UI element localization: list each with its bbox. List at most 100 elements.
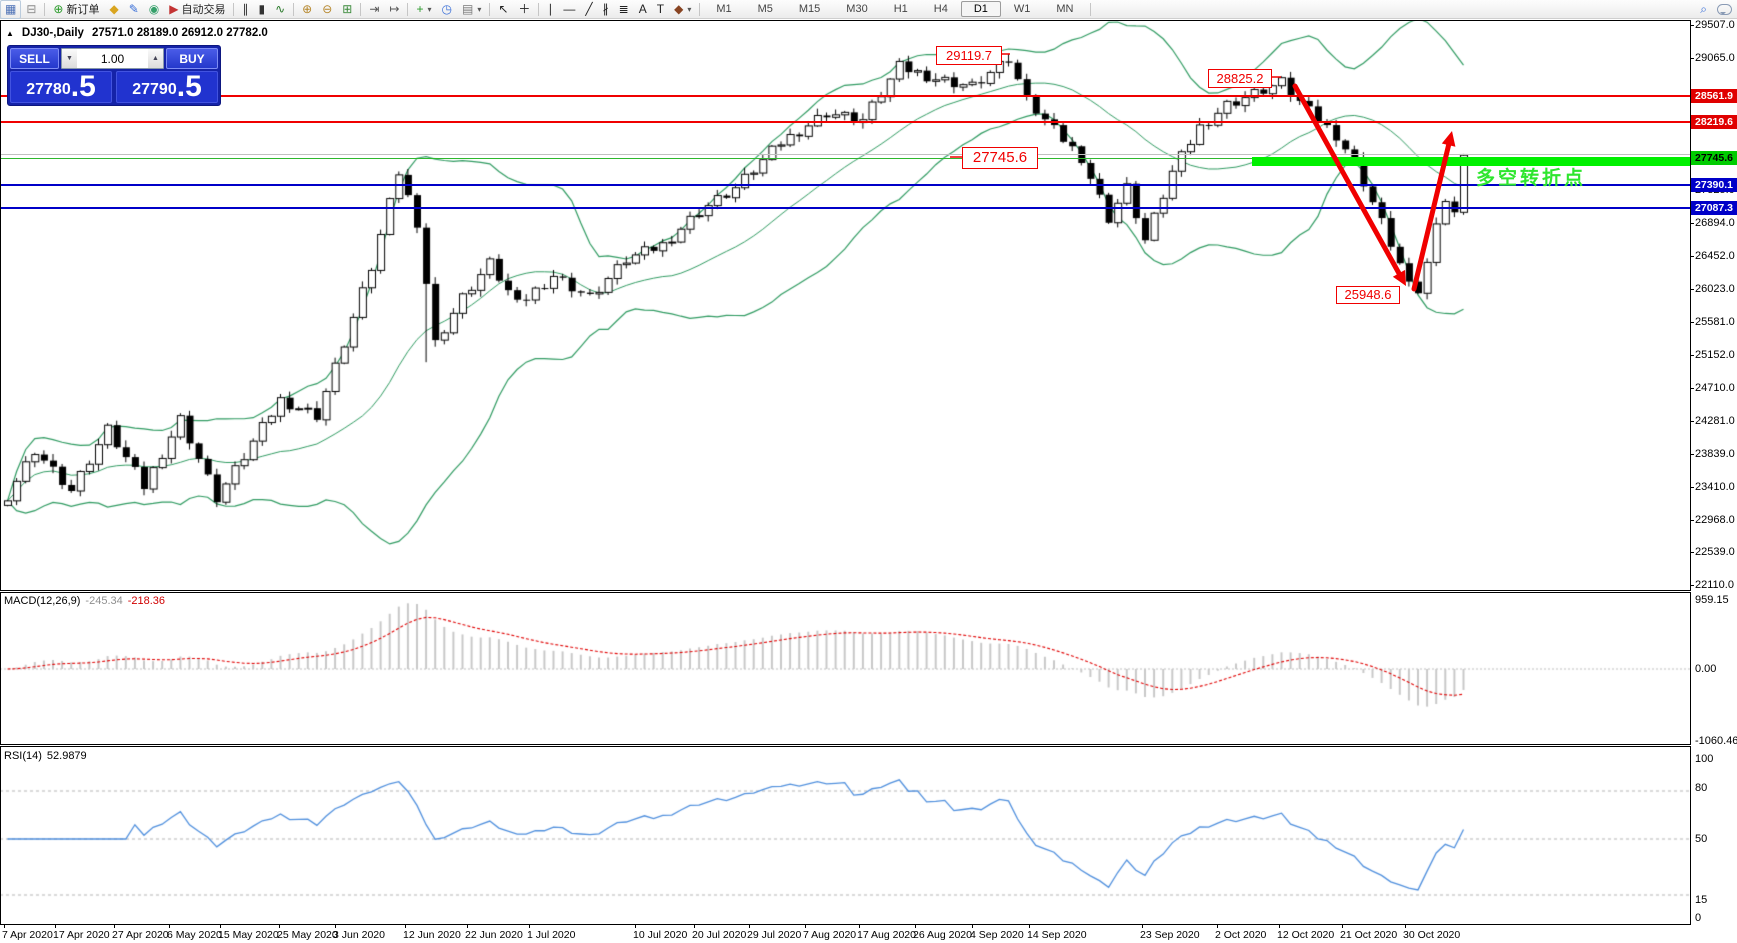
time-axis-label: 23 Sep 2020 xyxy=(1140,929,1200,941)
cursor-icon: ↖ xyxy=(498,2,509,16)
volume-increase-button[interactable]: ▲ xyxy=(148,49,163,68)
sell-button[interactable]: SELL xyxy=(10,48,59,69)
templates-icon: ▤ xyxy=(461,2,474,16)
time-axis-tickmark xyxy=(1217,924,1218,928)
metaeditor-button[interactable]: ✎ xyxy=(124,0,144,19)
volume-input[interactable]: 1.00 xyxy=(77,49,148,68)
timeframe-h1[interactable]: H1 xyxy=(893,3,908,15)
vline-button[interactable]: ∣ xyxy=(542,0,558,19)
time-axis-label: 20 Jul 2020 xyxy=(692,929,747,941)
macd-name: MACD(12,26,9) xyxy=(4,595,81,607)
time-axis-label: 17 Aug 2020 xyxy=(857,929,916,941)
time-axis-label: 29 Jul 2020 xyxy=(747,929,802,941)
level-line-28219.6[interactable] xyxy=(0,121,1690,123)
timeframe-m30[interactable]: M30 xyxy=(846,3,868,15)
templates-caret-icon[interactable]: ▾ xyxy=(477,4,482,14)
indicator-axis-tick: 80 xyxy=(1695,782,1708,794)
price-pane-canvas[interactable] xyxy=(0,20,1691,591)
price-axis-tick: 29065.0 xyxy=(1695,52,1735,64)
timeframe-w1[interactable]: W1 xyxy=(1013,3,1031,15)
buy-price-frac: .5 xyxy=(176,70,202,103)
chart-shift-button[interactable]: ↦ xyxy=(384,0,404,19)
rsi-pane-canvas[interactable] xyxy=(0,746,1691,925)
new-chart-button[interactable]: ▦ xyxy=(0,0,22,19)
buy-button[interactable]: BUY xyxy=(166,48,218,69)
sell-price[interactable]: 27780.5 xyxy=(10,71,112,103)
macd-pane-canvas[interactable] xyxy=(0,592,1691,745)
templates-button[interactable]: ▤ ▾ xyxy=(457,0,486,19)
bar-chart-button[interactable]: ∥ xyxy=(237,0,253,19)
crosshair-button[interactable]: ＋ xyxy=(513,0,535,19)
market-watch-button[interactable]: ◆ xyxy=(104,0,123,19)
price-axis-tickmark xyxy=(1690,223,1694,224)
hline-button[interactable]: — xyxy=(558,0,580,19)
text-button[interactable]: A xyxy=(634,0,652,19)
indicators-button[interactable]: + ▾ xyxy=(411,0,436,19)
new-order-label: 新订单 xyxy=(66,4,100,16)
arrows-caret-icon[interactable]: ▾ xyxy=(687,4,692,14)
timeframe-m5[interactable]: M5 xyxy=(757,3,773,15)
indicator-axis-tick: 100 xyxy=(1695,753,1714,765)
candlestick-button[interactable]: ▮ xyxy=(253,0,270,19)
time-axis-label: 27 Apr 2020 xyxy=(112,929,169,941)
new-order-button[interactable]: ⊕ 新订单 xyxy=(48,0,104,19)
timeframe-d1[interactable]: D1 xyxy=(960,1,1001,17)
price-axis-tickmark xyxy=(1690,552,1694,553)
time-axis-label: 21 Oct 2020 xyxy=(1340,929,1398,941)
profiles-button[interactable]: ⊟ xyxy=(21,0,41,19)
price-annotation-27745.6[interactable]: 27745.6 xyxy=(962,147,1038,169)
level-line-27390.1[interactable] xyxy=(0,184,1690,186)
periods-button[interactable]: ◷ xyxy=(437,0,457,19)
search-button[interactable]: ⌕ xyxy=(1695,0,1712,19)
autotrading-label: 自动交易 xyxy=(181,4,226,16)
volume-decrease-button[interactable]: ▼ xyxy=(62,49,77,68)
price-annotation-25948.6[interactable]: 25948.6 xyxy=(1336,286,1400,304)
auto-scroll-button[interactable]: ⇥ xyxy=(364,0,384,19)
autotrading-button[interactable]: ▶ 自动交易 xyxy=(164,0,230,19)
line-chart-button[interactable]: ∿ xyxy=(270,0,290,19)
time-axis-tickmark xyxy=(859,924,860,928)
time-axis-label: 15 May 2020 xyxy=(218,929,279,941)
price-axis-tickmark xyxy=(1690,388,1694,389)
signals-button[interactable]: ◉ xyxy=(144,0,164,19)
periods-icon: ◷ xyxy=(441,2,452,16)
channel-icon: ∦ xyxy=(602,2,609,16)
trendline-button[interactable]: ╱ xyxy=(580,0,597,19)
tile-windows-button[interactable]: ⊞ xyxy=(337,0,357,19)
cursor-button[interactable]: ↖ xyxy=(493,0,513,19)
timeframe-h4[interactable]: H4 xyxy=(933,3,948,15)
timeframe-m15[interactable]: M15 xyxy=(798,3,821,15)
trendline-icon: ╱ xyxy=(585,2,593,16)
arrows-button[interactable]: ◆ ▾ xyxy=(669,0,696,19)
support-band-line[interactable] xyxy=(1252,156,1690,166)
level-line-27745.6[interactable] xyxy=(0,157,1690,159)
channel-button[interactable]: ∦ xyxy=(598,0,614,19)
price-axis-tick: 29507.0 xyxy=(1695,19,1735,31)
level-line-28561.9[interactable] xyxy=(0,95,1690,97)
vline-icon: ∣ xyxy=(547,2,554,16)
chat-button[interactable] xyxy=(1712,0,1737,19)
time-axis-tickmark xyxy=(1279,924,1280,928)
level-line-27087.3[interactable] xyxy=(0,207,1690,209)
zoom-in-icon: ⊕ xyxy=(302,2,313,16)
price-annotation-29119.7[interactable]: 29119.7 xyxy=(936,46,1002,65)
collapse-triangle-icon[interactable]: ▲ xyxy=(6,28,14,38)
zoom-in-button[interactable]: ⊕ xyxy=(297,0,317,19)
fibonacci-button[interactable]: ≣ xyxy=(614,0,634,19)
level-line-27782.0[interactable] xyxy=(0,153,1690,155)
price-annotation-28825.2[interactable]: 28825.2 xyxy=(1208,69,1272,88)
timeframe-m1[interactable]: M1 xyxy=(716,3,732,15)
timeframe-mn[interactable]: MN xyxy=(1056,3,1074,15)
time-axis-label: 12 Oct 2020 xyxy=(1277,929,1335,941)
label-button[interactable]: T xyxy=(652,0,669,19)
symbol-period-label: DJ30-,Daily xyxy=(21,27,84,39)
price-axis-tick: 26023.0 xyxy=(1695,283,1735,295)
trend-turning-point-note[interactable]: 多空转折点 xyxy=(1476,168,1587,189)
time-axis-tickmark xyxy=(467,924,468,928)
buy-price[interactable]: 27790.5 xyxy=(116,71,218,103)
time-axis-label: 1 Jul 2020 xyxy=(527,929,576,941)
indicators-caret-icon[interactable]: ▾ xyxy=(427,4,432,14)
zoom-out-button[interactable]: ⊖ xyxy=(317,0,337,19)
candlestick-icon: ▮ xyxy=(258,2,266,16)
time-axis-label: 22 Jun 2020 xyxy=(465,929,523,941)
